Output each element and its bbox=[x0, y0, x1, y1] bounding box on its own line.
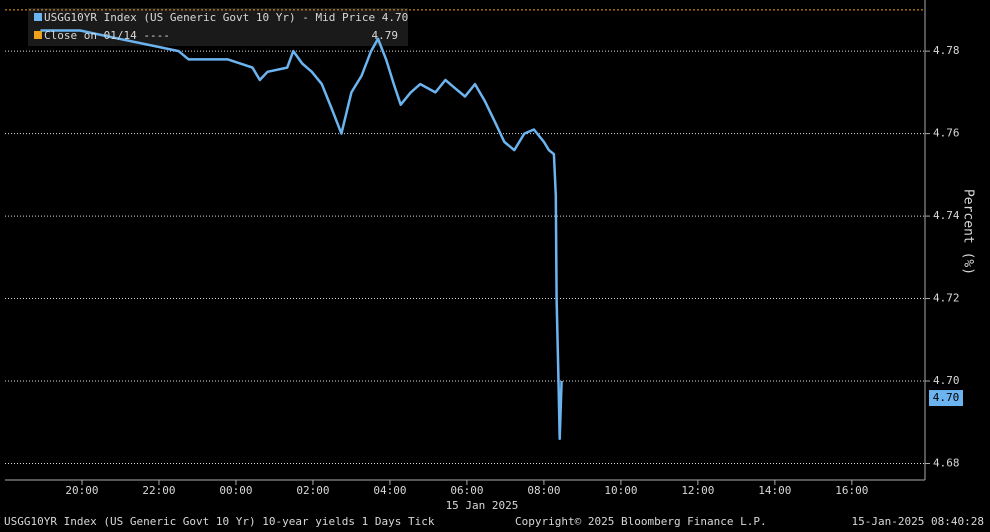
timestamp: 15-Jan-2025 08:40:28 bbox=[852, 515, 984, 528]
reference-value-label: 4.79 bbox=[372, 29, 399, 42]
legend-label: Close on 01/14 ---- bbox=[44, 29, 170, 42]
x-tick-label: 00:00 bbox=[219, 484, 252, 497]
legend-label: USGG10YR Index (US Generic Govt 10 Yr) -… bbox=[44, 11, 408, 24]
x-tick-label: 02:00 bbox=[296, 484, 329, 497]
y-tick-label: 4.70 bbox=[933, 374, 960, 387]
x-axis-label: 15 Jan 2025 bbox=[446, 499, 519, 512]
x-tick-label: 16:00 bbox=[835, 484, 868, 497]
y-axis-label: Percent (%) bbox=[961, 189, 976, 275]
x-tick-label: 12:00 bbox=[681, 484, 714, 497]
x-tick-label: 10:00 bbox=[604, 484, 637, 497]
x-tick-label: 04:00 bbox=[373, 484, 406, 497]
x-tick-label: 08:00 bbox=[527, 484, 560, 497]
y-tick-label: 4.68 bbox=[933, 457, 960, 470]
legend-swatch bbox=[34, 31, 42, 39]
x-tick-label: 14:00 bbox=[758, 484, 791, 497]
x-tick-label: 06:00 bbox=[450, 484, 483, 497]
x-tick-label: 20:00 bbox=[65, 484, 98, 497]
x-tick-label: 22:00 bbox=[142, 484, 175, 497]
y-tick-label: 4.76 bbox=[933, 127, 960, 140]
footer-title: USGG10YR Index (US Generic Govt 10 Yr) 1… bbox=[4, 515, 435, 528]
legend-box bbox=[28, 8, 408, 46]
last-price-label: 4.70 bbox=[933, 391, 960, 404]
price-line bbox=[40, 29, 563, 441]
last-price-tag bbox=[929, 390, 963, 407]
y-tick-label: 4.74 bbox=[933, 209, 960, 222]
copyright: Copyright© 2025 Bloomberg Finance L.P. bbox=[515, 515, 767, 528]
y-tick-label: 4.72 bbox=[933, 292, 960, 305]
legend-swatch bbox=[34, 13, 42, 21]
y-tick-label: 4.78 bbox=[933, 44, 960, 57]
